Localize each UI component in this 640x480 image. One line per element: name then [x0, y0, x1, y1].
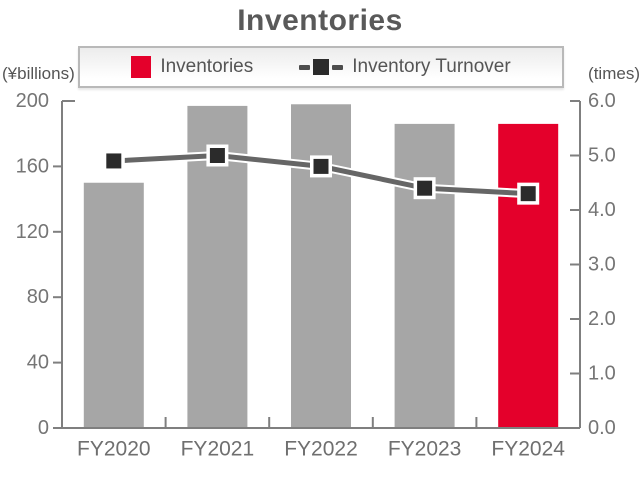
right-tick-label: 1.0: [588, 363, 616, 385]
legend-label-inventories: Inventories: [160, 56, 254, 77]
bar-FY2020: [83, 182, 144, 428]
bar-FY2024: [498, 123, 559, 428]
left-tick-label: 120: [16, 221, 49, 243]
turnover-marker-FY2020: [106, 153, 122, 169]
legend-label-turnover: Inventory Turnover: [352, 56, 511, 77]
line-dash-icon: [332, 64, 344, 70]
chart-title: Inventories: [237, 4, 403, 37]
turnover-marker-FY2022: [313, 158, 329, 174]
legend-item-turnover: Inventory Turnover: [299, 56, 511, 78]
right-axis-unit: (times): [588, 64, 640, 83]
turnover-marker-FY2023: [417, 180, 433, 196]
legend: Inventories Inventory Turnover: [78, 46, 564, 88]
right-tick-label: 5.0: [588, 145, 616, 167]
turnover-marker-FY2024: [520, 186, 536, 202]
left-tick-label: 200: [16, 90, 49, 112]
line-marker-icon: [313, 59, 330, 75]
x-category-label: FY2024: [491, 438, 565, 461]
left-tick-label: 160: [16, 155, 49, 177]
x-category-label: FY2020: [77, 438, 151, 461]
bar-FY2022: [291, 104, 351, 429]
turnover-marker-FY2021: [209, 148, 225, 163]
legend-item-inventories: Inventories: [131, 56, 253, 78]
right-tick-label: 0.0: [588, 417, 616, 439]
left-tick-label: 80: [27, 286, 49, 308]
line-dash-icon: [299, 64, 311, 70]
right-tick-label: 2.0: [588, 308, 616, 330]
x-category-label: FY2022: [284, 438, 358, 461]
bar-FY2023: [394, 123, 455, 428]
bar-swatch-icon: [131, 56, 152, 78]
left-tick-label: 40: [27, 352, 49, 374]
right-tick-label: 6.0: [588, 90, 616, 112]
x-category-label: FY2021: [181, 438, 255, 461]
left-tick-label: 0: [38, 417, 49, 439]
left-axis-unit: (¥billions): [2, 64, 75, 83]
line-marker-swatch-icon: [299, 59, 344, 75]
x-category-label: FY2023: [388, 438, 462, 461]
right-tick-label: 3.0: [588, 254, 616, 276]
right-tick-label: 4.0: [588, 199, 616, 221]
